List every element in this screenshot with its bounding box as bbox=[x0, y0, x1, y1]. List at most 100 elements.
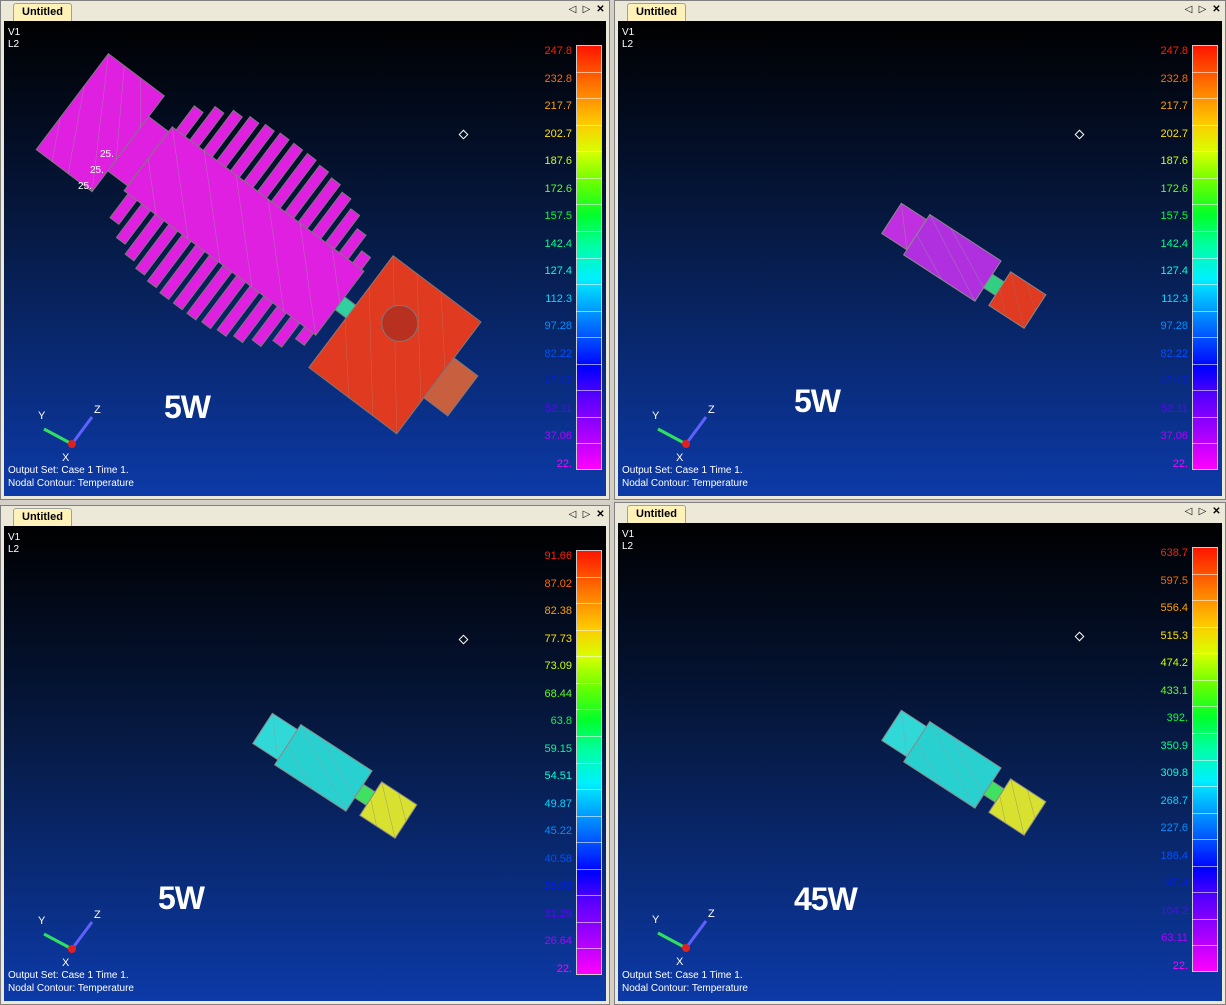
view-label: V1 bbox=[622, 529, 635, 540]
scroll-right-icon[interactable]: ▷ bbox=[1198, 506, 1207, 517]
legend-tick bbox=[1192, 310, 1218, 312]
legend-tick bbox=[1192, 865, 1218, 867]
legend-value: 202.7 bbox=[1160, 127, 1188, 140]
legend-tick bbox=[576, 310, 602, 312]
legend-tick bbox=[1192, 812, 1218, 814]
legend-value: 68.44 bbox=[544, 687, 572, 700]
axis-z-label: Z bbox=[94, 909, 101, 921]
tab-bar: Untitled ◁ ▷ ✕ bbox=[1, 506, 609, 526]
legend-tick bbox=[1192, 71, 1218, 73]
legend-value: 392. bbox=[1166, 712, 1188, 725]
legend-value: 112.3 bbox=[545, 292, 572, 305]
legend-tick bbox=[1192, 600, 1218, 602]
legend-value: 186.4 bbox=[1160, 849, 1188, 862]
legend-tick bbox=[576, 284, 602, 286]
tab-bar: Untitled ◁ ▷ ✕ bbox=[1, 1, 609, 21]
legend-tick bbox=[1192, 151, 1218, 153]
legend-value: 59.15 bbox=[544, 742, 572, 755]
close-icon[interactable]: ✕ bbox=[1212, 506, 1221, 517]
power-label: 5W bbox=[158, 880, 205, 916]
legend-value: 67.17 bbox=[1160, 375, 1188, 388]
scroll-right-icon[interactable]: ▷ bbox=[1198, 4, 1207, 15]
legend-value: 91.66 bbox=[544, 550, 572, 562]
legend-value: 515.3 bbox=[1160, 629, 1188, 642]
legend-value: 172.6 bbox=[1160, 182, 1188, 195]
legend-value: 97.28 bbox=[544, 320, 572, 333]
legend-value: 232.8 bbox=[1160, 72, 1188, 85]
legend-tick bbox=[576, 151, 602, 153]
view-label: V1 bbox=[8, 532, 21, 543]
legend-value: 142.4 bbox=[544, 237, 572, 250]
legend-value: 157.5 bbox=[1160, 210, 1188, 223]
status-footer: Output Set: Case 1 Time 1. Nodal Contour… bbox=[8, 464, 134, 490]
tab-bar: Untitled ◁ ▷ ✕ bbox=[615, 1, 1225, 21]
legend-tick bbox=[1192, 177, 1218, 179]
legend-value: 217.7 bbox=[544, 100, 572, 113]
model-viewport[interactable]: V1 L2 45W 638.7 597.5 556.4 515.3 474.2 433.1… bbox=[618, 523, 1222, 1001]
model-viewport[interactable]: V1 L2 5W 91.66 87.02 82.38 77.73 73.09 68.44 6… bbox=[4, 526, 606, 1001]
legend-tick bbox=[1192, 892, 1218, 894]
model-viewport[interactable]: V1 L2 5W 247.8 232.8 217.7 202.7 187.6 172.6 1… bbox=[618, 21, 1222, 496]
layer-label: L2 bbox=[622, 541, 634, 552]
legend-value: 247.8 bbox=[544, 45, 572, 57]
close-icon[interactable]: ✕ bbox=[1212, 4, 1221, 15]
legend-tick bbox=[576, 443, 602, 445]
fe-model-part bbox=[252, 712, 418, 839]
close-icon[interactable]: ✕ bbox=[596, 4, 605, 15]
scroll-left-icon[interactable]: ◁ bbox=[568, 509, 577, 520]
viewport-pane-top-left: Untitled ◁ ▷ ✕ bbox=[0, 0, 610, 500]
legend-value: 35.93 bbox=[544, 880, 572, 893]
legend-value: 202.7 bbox=[544, 127, 572, 140]
temperature-legend: 91.66 87.02 82.38 77.73 73.09 68.44 63.8 59.15 5… bbox=[532, 550, 602, 975]
layer-label: L2 bbox=[622, 39, 634, 50]
scroll-right-icon[interactable]: ▷ bbox=[582, 509, 591, 520]
node-marker-label: 25. bbox=[100, 149, 114, 160]
legend-tick bbox=[576, 204, 602, 206]
scroll-left-icon[interactable]: ◁ bbox=[568, 4, 577, 15]
legend-tick bbox=[1192, 363, 1218, 365]
legend-tick bbox=[1192, 759, 1218, 761]
tab-untitled[interactable]: Untitled bbox=[627, 3, 686, 21]
legend-value: 232.8 bbox=[544, 72, 572, 85]
legend-tick bbox=[576, 709, 602, 711]
temperature-legend: 247.8 232.8 217.7 202.7 187.6 172.6 157.5 142.4… bbox=[1148, 45, 1218, 470]
power-label: 5W bbox=[164, 389, 211, 425]
output-set-label: Output Set: Case 1 Time 1. bbox=[622, 465, 743, 476]
legend-value: 187.6 bbox=[544, 155, 572, 168]
viewport-pane-top-right: Untitled ◁ ▷ ✕ V1 L2 5W 247.8 232.8 217.7 2… bbox=[614, 0, 1226, 500]
legend-value: 268.7 bbox=[1160, 794, 1188, 807]
legend-tick bbox=[1192, 679, 1218, 681]
legend-value: 63.11 bbox=[1161, 932, 1188, 945]
axis-z-label: Z bbox=[94, 404, 101, 416]
legend-tick bbox=[1192, 257, 1218, 259]
close-icon[interactable]: ✕ bbox=[596, 509, 605, 520]
legend-value: 40.58 bbox=[544, 852, 572, 865]
power-label: 5W bbox=[794, 383, 841, 419]
legend-value: 73.09 bbox=[544, 660, 572, 673]
legend-tick bbox=[1192, 390, 1218, 392]
legend-value: 217.7 bbox=[1160, 100, 1188, 113]
axis-y-label: Y bbox=[652, 410, 660, 422]
contour-label: Nodal Contour: Temperature bbox=[8, 983, 134, 994]
tab-untitled[interactable]: Untitled bbox=[627, 505, 686, 523]
scroll-left-icon[interactable]: ◁ bbox=[1184, 506, 1193, 517]
legend-value: 97.28 bbox=[1160, 320, 1188, 333]
legend-tick bbox=[1192, 98, 1218, 100]
axis-x-label: X bbox=[62, 452, 70, 464]
status-footer: Output Set: Case 1 Time 1. Nodal Contour… bbox=[8, 969, 134, 995]
legend-value: 26.64 bbox=[544, 935, 572, 948]
legend-tick bbox=[576, 682, 602, 684]
legend-tick bbox=[576, 735, 602, 737]
tab-bar: Untitled ◁ ▷ ✕ bbox=[615, 503, 1225, 523]
model-viewport[interactable]: V1 L2 25. 25. 25. 5W 247.8 232.8 217.7 202.… bbox=[4, 21, 606, 496]
tab-untitled[interactable]: Untitled bbox=[13, 3, 72, 21]
tab-untitled[interactable]: Untitled bbox=[13, 508, 72, 526]
scroll-left-icon[interactable]: ◁ bbox=[1184, 4, 1193, 15]
legend-value: 187.6 bbox=[1160, 155, 1188, 168]
layer-label: L2 bbox=[8, 39, 20, 50]
legend-value: 127.4 bbox=[1160, 265, 1188, 278]
legend-tick bbox=[576, 576, 602, 578]
scroll-right-icon[interactable]: ▷ bbox=[582, 4, 591, 15]
legend-tick bbox=[576, 177, 602, 179]
legend-tick bbox=[1192, 732, 1218, 734]
